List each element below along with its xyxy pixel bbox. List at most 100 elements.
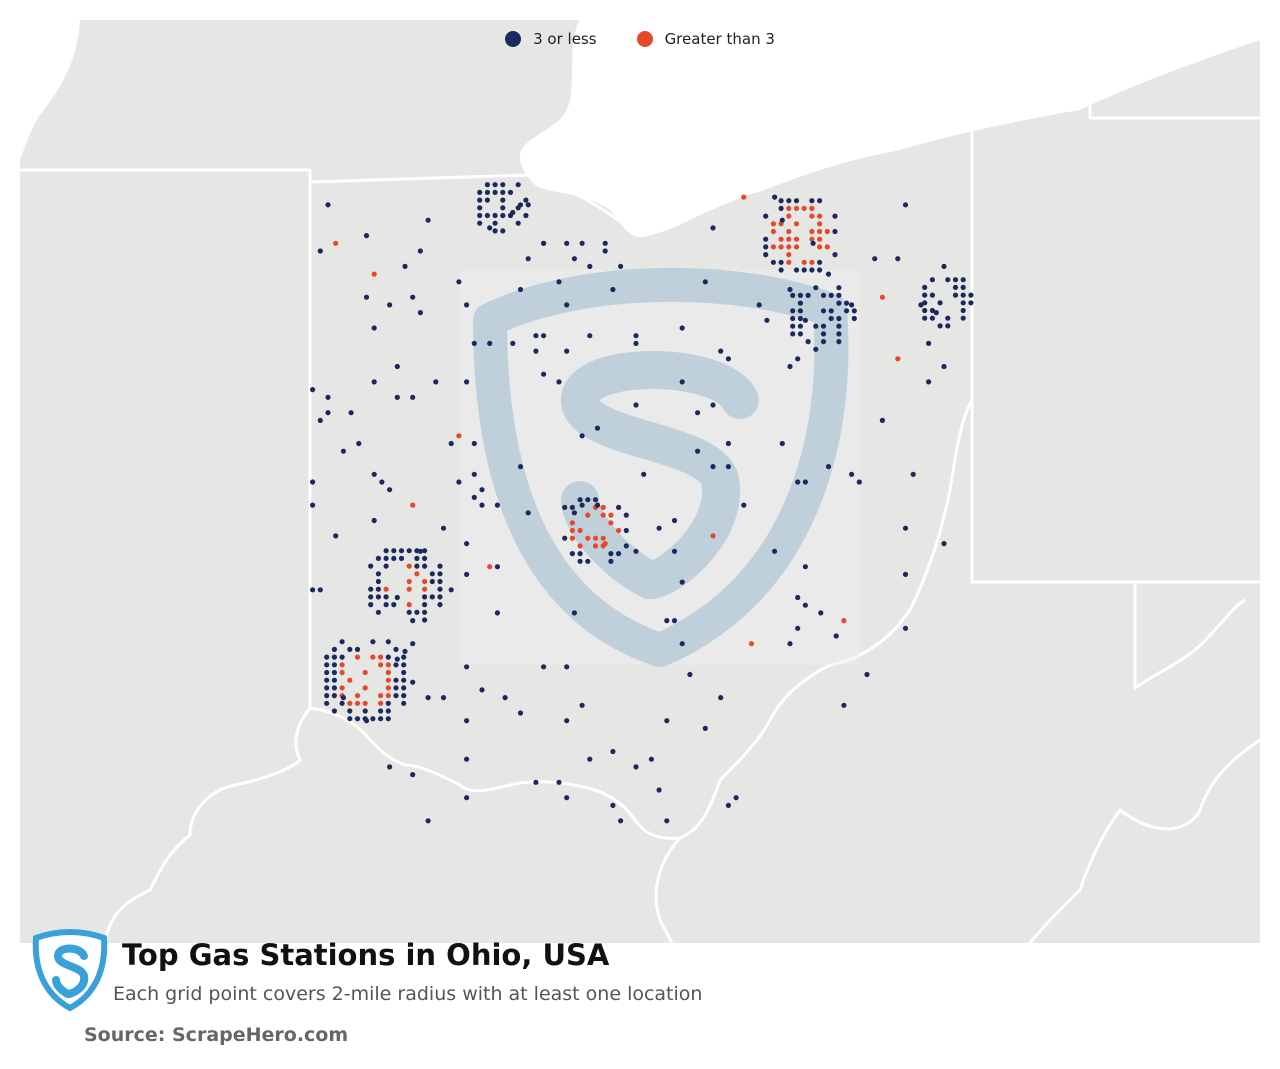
grid-point: [368, 586, 374, 592]
grid-point: [790, 315, 796, 322]
grid-point: [477, 197, 483, 203]
grid-point: [394, 656, 400, 662]
grid-point: [398, 555, 405, 562]
grid-point: [902, 525, 909, 531]
grid-point: [391, 555, 397, 562]
grid-point: [741, 502, 747, 508]
grid-point: [960, 300, 966, 306]
grid-point: [801, 259, 807, 265]
grid-point: [836, 285, 842, 291]
grid-point: [422, 617, 428, 623]
grid-point: [401, 669, 407, 676]
grid-point: [414, 555, 420, 562]
grid-point: [541, 664, 547, 670]
grid-point: [391, 602, 397, 608]
grid-point: [641, 471, 647, 477]
grid-point: [836, 315, 842, 322]
grid-point: [797, 308, 804, 314]
grid-point: [820, 292, 827, 298]
grid-point: [410, 772, 416, 778]
grid-point: [339, 654, 345, 660]
grid-point: [610, 748, 616, 755]
legend-item-high: Greater than 3: [636, 30, 775, 48]
grid-point: [805, 292, 811, 298]
grid-point: [402, 648, 408, 655]
grid-point: [517, 202, 524, 208]
grid-point: [383, 563, 389, 569]
grid-point: [354, 654, 361, 660]
grid-point: [354, 700, 361, 706]
grid-point: [354, 646, 361, 653]
grid-point: [824, 244, 830, 250]
scrapehero-shield-icon: [32, 929, 108, 1012]
grid-point: [324, 677, 330, 683]
grid-point: [525, 510, 531, 516]
grid-point: [577, 558, 583, 564]
grid-point: [960, 277, 966, 283]
grid-point: [801, 267, 807, 273]
grid-point: [968, 300, 974, 306]
grid-point: [385, 693, 391, 699]
grid-point: [929, 292, 936, 298]
grid-point: [801, 205, 807, 211]
grid-point: [368, 594, 374, 600]
grid-point: [523, 197, 529, 203]
grid-point: [378, 716, 384, 722]
grid-point: [448, 587, 454, 593]
grid-point: [600, 535, 606, 541]
grid-point: [633, 402, 639, 408]
grid-point: [422, 602, 428, 608]
grid-point: [849, 471, 855, 477]
grid-point: [391, 548, 397, 554]
grid-point: [422, 548, 428, 554]
grid-point: [433, 379, 439, 385]
grid-point: [479, 687, 485, 693]
grid-point: [841, 618, 847, 624]
grid-point: [401, 677, 407, 683]
grid-point: [571, 256, 578, 262]
grid-point: [941, 541, 947, 547]
grid-point: [362, 700, 368, 706]
grid-point: [492, 220, 498, 226]
grid-point: [836, 339, 842, 345]
grid-point: [541, 371, 547, 377]
grid-point: [608, 512, 614, 518]
grid-point: [764, 317, 770, 323]
grid-point: [354, 693, 361, 699]
grid-point: [410, 502, 416, 508]
grid-point: [363, 294, 370, 300]
grid-point: [393, 693, 399, 699]
grid-point: [331, 685, 337, 691]
grid-point: [687, 671, 693, 678]
grid-point: [564, 348, 570, 354]
grid-point: [437, 594, 443, 600]
grid-point: [500, 197, 506, 203]
grid-point: [385, 700, 391, 706]
grid-point: [813, 323, 819, 329]
grid-point: [770, 221, 777, 227]
grid-point: [324, 700, 330, 706]
grid-point: [623, 527, 629, 534]
grid-point: [437, 586, 443, 592]
grid-point: [828, 315, 834, 322]
grid-point: [569, 504, 576, 510]
grid-point: [375, 555, 381, 562]
grid-point: [832, 252, 838, 258]
grid-point: [339, 669, 345, 676]
grid-point: [633, 333, 639, 339]
grid-point: [515, 182, 521, 188]
grid-point: [394, 594, 400, 601]
grid-point: [371, 471, 377, 477]
grid-point: [648, 756, 655, 762]
grid-point: [494, 610, 500, 616]
grid-point: [725, 464, 732, 470]
grid-point: [310, 502, 316, 508]
grid-point: [363, 718, 370, 724]
grid-point: [477, 212, 483, 219]
grid-point: [786, 205, 792, 211]
grid-point: [585, 558, 591, 564]
grid-point: [440, 695, 447, 701]
grid-point: [347, 700, 353, 706]
grid-point: [406, 586, 412, 592]
grid-point: [494, 502, 500, 508]
